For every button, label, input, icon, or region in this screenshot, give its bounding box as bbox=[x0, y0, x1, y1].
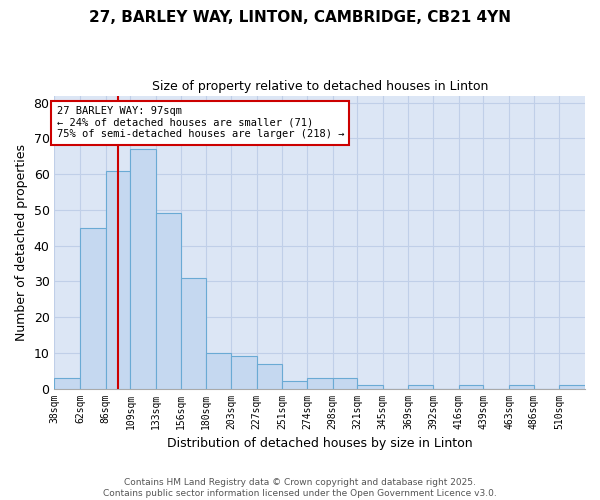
Bar bbox=[282, 382, 307, 388]
X-axis label: Distribution of detached houses by size in Linton: Distribution of detached houses by size … bbox=[167, 437, 473, 450]
Bar bbox=[80, 228, 106, 388]
Bar bbox=[357, 385, 383, 388]
Bar bbox=[332, 378, 357, 388]
Bar bbox=[156, 214, 181, 388]
Bar bbox=[307, 378, 332, 388]
Bar bbox=[206, 353, 231, 388]
Bar bbox=[55, 378, 80, 388]
Y-axis label: Number of detached properties: Number of detached properties bbox=[15, 144, 28, 340]
Bar bbox=[181, 278, 206, 388]
Text: Contains HM Land Registry data © Crown copyright and database right 2025.
Contai: Contains HM Land Registry data © Crown c… bbox=[103, 478, 497, 498]
Bar bbox=[409, 385, 433, 388]
Title: Size of property relative to detached houses in Linton: Size of property relative to detached ho… bbox=[152, 80, 488, 93]
Bar bbox=[231, 356, 257, 388]
Bar bbox=[257, 364, 282, 388]
Text: 27 BARLEY WAY: 97sqm
← 24% of detached houses are smaller (71)
75% of semi-detac: 27 BARLEY WAY: 97sqm ← 24% of detached h… bbox=[56, 106, 344, 140]
Bar bbox=[459, 385, 484, 388]
Bar bbox=[559, 385, 585, 388]
Bar bbox=[106, 170, 130, 388]
Text: 27, BARLEY WAY, LINTON, CAMBRIDGE, CB21 4YN: 27, BARLEY WAY, LINTON, CAMBRIDGE, CB21 … bbox=[89, 10, 511, 25]
Bar bbox=[509, 385, 533, 388]
Bar bbox=[130, 149, 156, 388]
